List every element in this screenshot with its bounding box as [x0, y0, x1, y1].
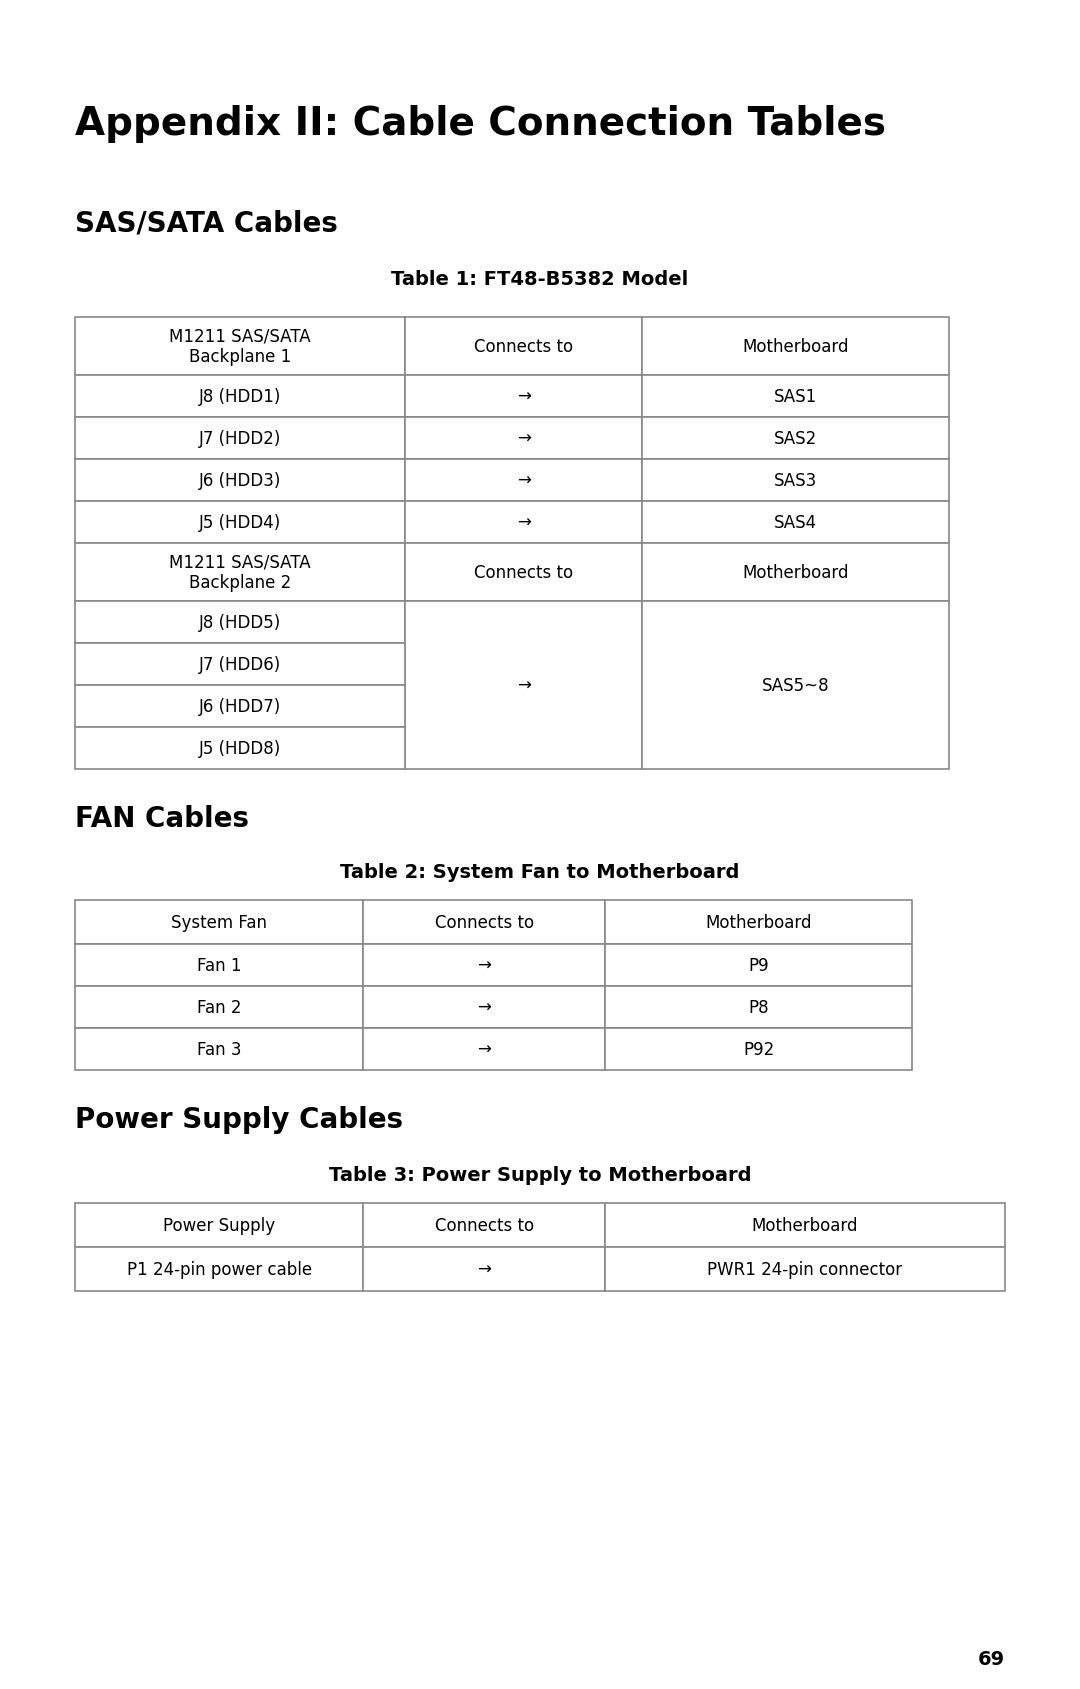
- Bar: [75, 502, 405, 544]
- Text: Table 3: Power Supply to Motherboard: Table 3: Power Supply to Motherboard: [328, 1165, 752, 1184]
- Text: Connects to: Connects to: [434, 1216, 534, 1235]
- Bar: [605, 1246, 1005, 1290]
- Text: →: →: [477, 956, 491, 975]
- Bar: [605, 1203, 1005, 1246]
- Text: J7 (HDD2): J7 (HDD2): [199, 429, 281, 448]
- Bar: [363, 1029, 605, 1071]
- Text: P8: P8: [748, 998, 769, 1017]
- Text: Fan 3: Fan 3: [197, 1040, 242, 1059]
- Bar: [605, 1029, 912, 1071]
- Text: →: →: [517, 677, 530, 694]
- Bar: [75, 1203, 363, 1246]
- Text: Motherboard: Motherboard: [752, 1216, 859, 1235]
- Bar: [605, 944, 912, 986]
- Text: J5 (HDD8): J5 (HDD8): [199, 740, 281, 758]
- Bar: [605, 986, 912, 1029]
- Text: Connects to: Connects to: [434, 914, 534, 931]
- Bar: [405, 417, 643, 459]
- Text: Fan 2: Fan 2: [197, 998, 242, 1017]
- Text: Table 2: System Fan to Motherboard: Table 2: System Fan to Motherboard: [340, 863, 740, 882]
- Bar: [605, 900, 912, 944]
- Bar: [75, 728, 405, 770]
- Bar: [643, 544, 949, 601]
- Bar: [405, 318, 643, 375]
- Text: J6 (HDD7): J6 (HDD7): [199, 698, 281, 716]
- Text: →: →: [477, 1260, 491, 1279]
- Text: SAS4: SAS4: [774, 513, 818, 532]
- Text: →: →: [517, 471, 530, 490]
- Bar: [75, 986, 363, 1029]
- Text: J5 (HDD4): J5 (HDD4): [199, 513, 281, 532]
- Text: Power Supply Cables: Power Supply Cables: [75, 1105, 403, 1133]
- Bar: [363, 986, 605, 1029]
- Bar: [75, 318, 405, 375]
- Text: SAS/SATA Cables: SAS/SATA Cables: [75, 209, 338, 238]
- Text: Motherboard: Motherboard: [743, 564, 849, 581]
- Text: P9: P9: [748, 956, 769, 975]
- Text: →: →: [477, 998, 491, 1017]
- Text: Power Supply: Power Supply: [163, 1216, 275, 1235]
- Bar: [75, 1246, 363, 1290]
- Bar: [643, 318, 949, 375]
- Text: →: →: [517, 388, 530, 405]
- Bar: [643, 417, 949, 459]
- Text: Connects to: Connects to: [474, 564, 573, 581]
- Text: Motherboard: Motherboard: [743, 338, 849, 356]
- Bar: [75, 644, 405, 686]
- Bar: [643, 375, 949, 417]
- Bar: [75, 459, 405, 502]
- Text: J8 (HDD5): J8 (HDD5): [199, 613, 281, 632]
- Text: P1 24-pin power cable: P1 24-pin power cable: [126, 1260, 312, 1279]
- Text: M1211 SAS/SATA
Backplane 2: M1211 SAS/SATA Backplane 2: [170, 554, 311, 593]
- Text: →: →: [517, 513, 530, 532]
- Bar: [75, 544, 405, 601]
- Text: Appendix II: Cable Connection Tables: Appendix II: Cable Connection Tables: [75, 105, 886, 144]
- Bar: [75, 1029, 363, 1071]
- Bar: [363, 944, 605, 986]
- Bar: [643, 459, 949, 502]
- Bar: [643, 601, 949, 770]
- Text: J6 (HDD3): J6 (HDD3): [199, 471, 281, 490]
- Bar: [75, 944, 363, 986]
- Text: SAS3: SAS3: [774, 471, 818, 490]
- Text: System Fan: System Fan: [171, 914, 267, 931]
- Bar: [363, 1203, 605, 1246]
- Text: Fan 1: Fan 1: [197, 956, 242, 975]
- Text: SAS1: SAS1: [774, 388, 818, 405]
- Bar: [405, 375, 643, 417]
- Bar: [405, 502, 643, 544]
- Text: Table 1: FT48-B5382 Model: Table 1: FT48-B5382 Model: [391, 270, 689, 289]
- Bar: [75, 900, 363, 944]
- Text: SAS5~8: SAS5~8: [761, 677, 829, 694]
- Bar: [75, 601, 405, 644]
- Text: 69: 69: [977, 1648, 1005, 1669]
- Text: Motherboard: Motherboard: [705, 914, 812, 931]
- Bar: [363, 1246, 605, 1290]
- Text: P92: P92: [743, 1040, 774, 1059]
- Text: →: →: [517, 429, 530, 448]
- Bar: [405, 459, 643, 502]
- Text: J7 (HDD6): J7 (HDD6): [199, 655, 281, 674]
- Text: J8 (HDD1): J8 (HDD1): [199, 388, 281, 405]
- Bar: [405, 601, 643, 770]
- Text: FAN Cables: FAN Cables: [75, 804, 249, 833]
- Text: SAS2: SAS2: [774, 429, 818, 448]
- Bar: [643, 502, 949, 544]
- Bar: [75, 375, 405, 417]
- Bar: [363, 900, 605, 944]
- Text: PWR1 24-pin connector: PWR1 24-pin connector: [707, 1260, 903, 1279]
- Bar: [75, 417, 405, 459]
- Bar: [75, 686, 405, 728]
- Bar: [405, 544, 643, 601]
- Text: →: →: [477, 1040, 491, 1059]
- Text: Connects to: Connects to: [474, 338, 573, 356]
- Text: M1211 SAS/SATA
Backplane 1: M1211 SAS/SATA Backplane 1: [170, 328, 311, 367]
